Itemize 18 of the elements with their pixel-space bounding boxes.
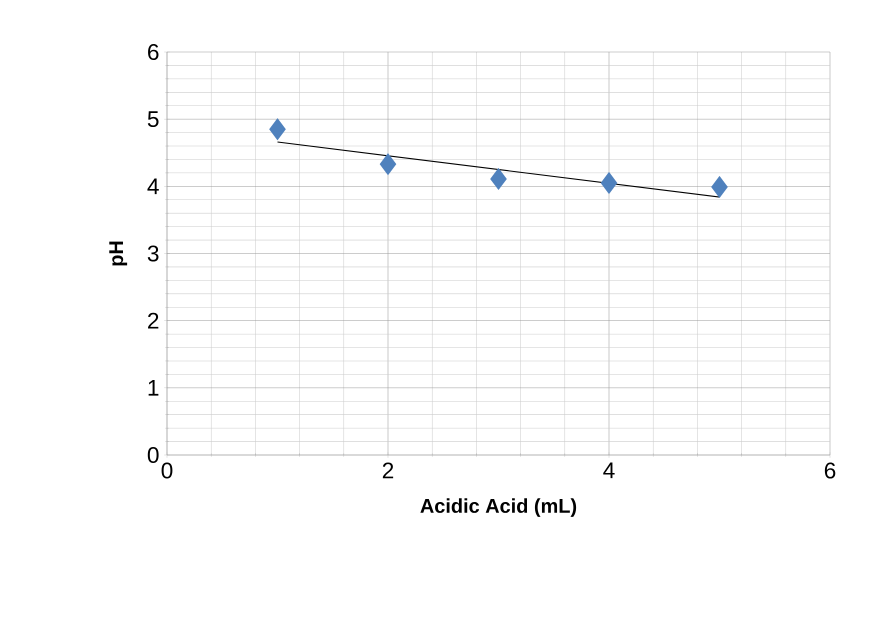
point xyxy=(600,172,618,194)
point xyxy=(711,176,728,198)
y-tick-label: 4 xyxy=(147,178,159,194)
x-tick-label: 2 xyxy=(382,462,394,478)
y-tick-label: 6 xyxy=(148,44,158,60)
point xyxy=(269,118,286,140)
x-tick-label: 6 xyxy=(824,462,836,479)
point xyxy=(380,153,396,176)
y-tick-label: 1 xyxy=(148,380,158,396)
y-tick-label: 0 xyxy=(148,447,159,463)
y-axis-title: pH xyxy=(109,242,128,266)
y-tick-label: 5 xyxy=(148,111,159,128)
x-axis-title: Acidic Acid (mL) xyxy=(420,498,576,517)
y-tick-label: 2 xyxy=(148,312,158,329)
point xyxy=(490,168,507,190)
x-tick-label: 4 xyxy=(603,462,615,478)
x-tick-label: 0 xyxy=(162,462,172,479)
y-tick-label: 3 xyxy=(148,246,158,262)
